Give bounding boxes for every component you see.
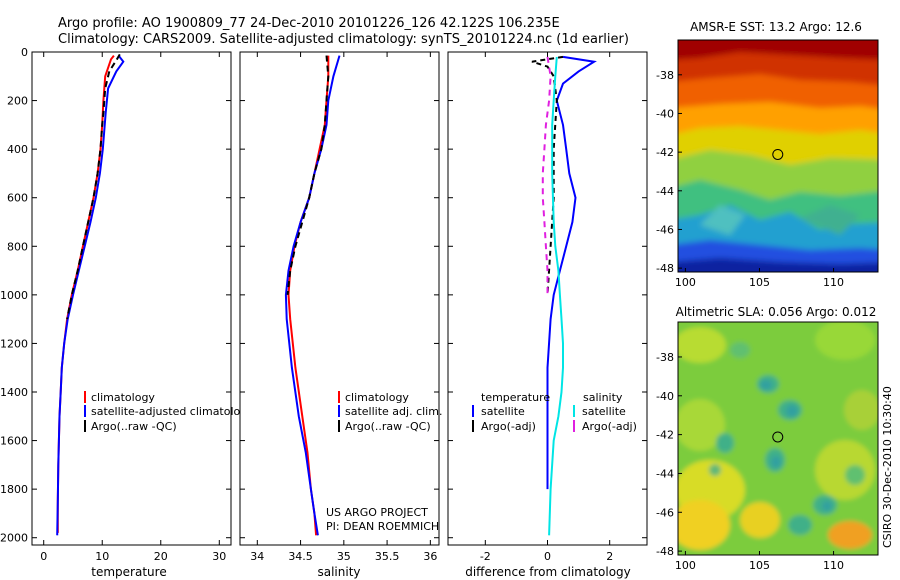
map-y-tick-label: -40 (656, 390, 674, 403)
y-tick-label: 600 (7, 192, 28, 205)
x-tick-label: 20 (154, 550, 168, 563)
sla-heatmap (678, 322, 878, 555)
x-tick-label: 35.5 (375, 550, 400, 563)
map-x-tick-label: 105 (749, 276, 770, 289)
y-tick-label: 1000 (0, 289, 28, 302)
difference-legend-label-temp-satellite: satellite (481, 405, 525, 418)
salinity-legend: climatology satellite adj. clim. Argo(..… (338, 391, 442, 433)
map-y-tick-label: -48 (656, 545, 674, 558)
difference-series-temperature-satellite (546, 55, 597, 490)
map-y-tick-label: -44 (656, 185, 674, 198)
sst-map-title: AMSR-E SST: 13.2 Argo: 12.6 (690, 20, 862, 34)
map-y-tick-label: -44 (656, 467, 674, 480)
sst-map-frame (677, 39, 879, 273)
y-tick-label: 2000 (0, 532, 28, 545)
salinity-legend-label-climatology: climatology (345, 391, 409, 404)
figure-title-line2: Climatology: CARS2009. Satellite-adjuste… (58, 32, 629, 47)
x-tick-label: 0 (544, 550, 551, 563)
difference-series-salinity-satellite (548, 56, 564, 536)
y-tick-label: 400 (7, 143, 28, 156)
y-tick-label: 1400 (0, 386, 28, 399)
sla-map-panel: Altimetric SLA: 0.056 Argo: 0.012 (656, 305, 879, 572)
y-tick-label: 1800 (0, 483, 28, 496)
x-tick-label: 0 (40, 550, 47, 563)
temperature-legend-label-argo: Argo(..raw -QC) (91, 420, 177, 433)
temperature-legend-label-climatology: climatology (91, 391, 155, 404)
salinity-series-satellite-adj-clim (284, 55, 341, 536)
salinity-xlabel: salinity (317, 565, 360, 579)
map-y-tick-label: -42 (656, 146, 674, 159)
map-y-tick-label: -42 (656, 429, 674, 442)
sst-map-panel: AMSR-E SST: 13.2 Argo: 12.6 100 105 110 -38… (656, 20, 879, 289)
difference-legend: temperature salinity satellite Argo(-adj… (472, 391, 637, 433)
map-x-tick-label: 100 (675, 559, 696, 572)
map-y-tick-label: -48 (656, 262, 674, 275)
x-tick-label: 10 (95, 550, 109, 563)
csiro-timestamp-label: CSIRO 30-Dec-2010 10:30:40 (881, 386, 894, 548)
sst-heatmap (678, 40, 878, 272)
y-tick-label: 1600 (0, 435, 28, 448)
difference-series-temperature-argo-adj (531, 55, 564, 295)
difference-legend-label-temp-argo: Argo(-adj) (481, 420, 536, 433)
difference-panel: -2 0 2 temperature salinity satellite Argo… (447, 51, 648, 579)
map-x-tick-label: 110 (823, 559, 844, 572)
temperature-xlabel: temperature (91, 565, 166, 579)
sla-map-title: Altimetric SLA: 0.056 Argo: 0.012 (676, 305, 877, 319)
credit-line1: US ARGO PROJECT (326, 506, 428, 519)
salinity-legend-label-argo: Argo(..raw -QC) (345, 420, 431, 433)
difference-xlabel: difference from climatology (465, 565, 631, 579)
y-tick-label: 800 (7, 240, 28, 253)
y-tick-label: 0 (21, 46, 28, 59)
map-y-tick-label: -46 (656, 506, 674, 519)
map-y-tick-label: -38 (656, 351, 674, 364)
x-tick-label: 35 (337, 550, 351, 563)
salinity-series-argo-raw-qc (286, 55, 330, 296)
sla-map-frame (677, 321, 879, 556)
salinity-legend-label-satellite: satellite adj. clim. (345, 405, 442, 418)
credit-line2: PI: DEAN ROEMMICH (326, 520, 439, 533)
difference-legend-label-sal-argo: Argo(-adj) (582, 420, 637, 433)
temperature-panel: 0 10 20 30 0 200 400 600 800 1000 1200 1400 1600 1800… (0, 46, 254, 579)
temperature-legend-label-satellite: satellite-adjusted climatology (91, 405, 254, 418)
x-tick-label: 2 (606, 550, 613, 563)
y-tick-label: 200 (7, 95, 28, 108)
difference-series-salinity-argo-adj (541, 56, 552, 295)
map-y-tick-label: -46 (656, 223, 674, 236)
salinity-panel: 34 34.5 35 35.5 36 climatology satellite adj… (239, 51, 442, 579)
figure-title-line1: Argo profile: AO 1900809_77 24-Dec-2010 … (58, 16, 560, 31)
x-tick-label: 36 (423, 550, 437, 563)
sst-argo-location-marker (772, 148, 784, 160)
salinity-axes-frame (239, 51, 440, 546)
x-tick-label: 34 (250, 550, 264, 563)
map-x-tick-label: 105 (749, 559, 770, 572)
x-tick-label: 30 (212, 550, 226, 563)
temperature-legend: climatology satellite-adjusted climatolo… (84, 391, 254, 433)
sla-argo-location-marker (772, 431, 784, 443)
map-x-tick-label: 100 (675, 276, 696, 289)
map-x-tick-label: 110 (823, 276, 844, 289)
difference-legend-title-temperature: temperature (481, 391, 550, 404)
map-y-tick-label: -40 (656, 107, 674, 120)
difference-legend-label-sal-satellite: satellite (582, 405, 626, 418)
temperature-series-argo-raw-qc (66, 53, 121, 320)
y-tick-label: 1200 (0, 337, 28, 350)
x-tick-label: 34.5 (288, 550, 313, 563)
difference-legend-title-salinity: salinity (583, 391, 623, 404)
temperature-series-satellite-adjusted-climatology (56, 54, 125, 536)
temperature-axes-frame (31, 51, 232, 546)
x-tick-label: -2 (480, 550, 491, 563)
map-y-tick-label: -38 (656, 69, 674, 82)
